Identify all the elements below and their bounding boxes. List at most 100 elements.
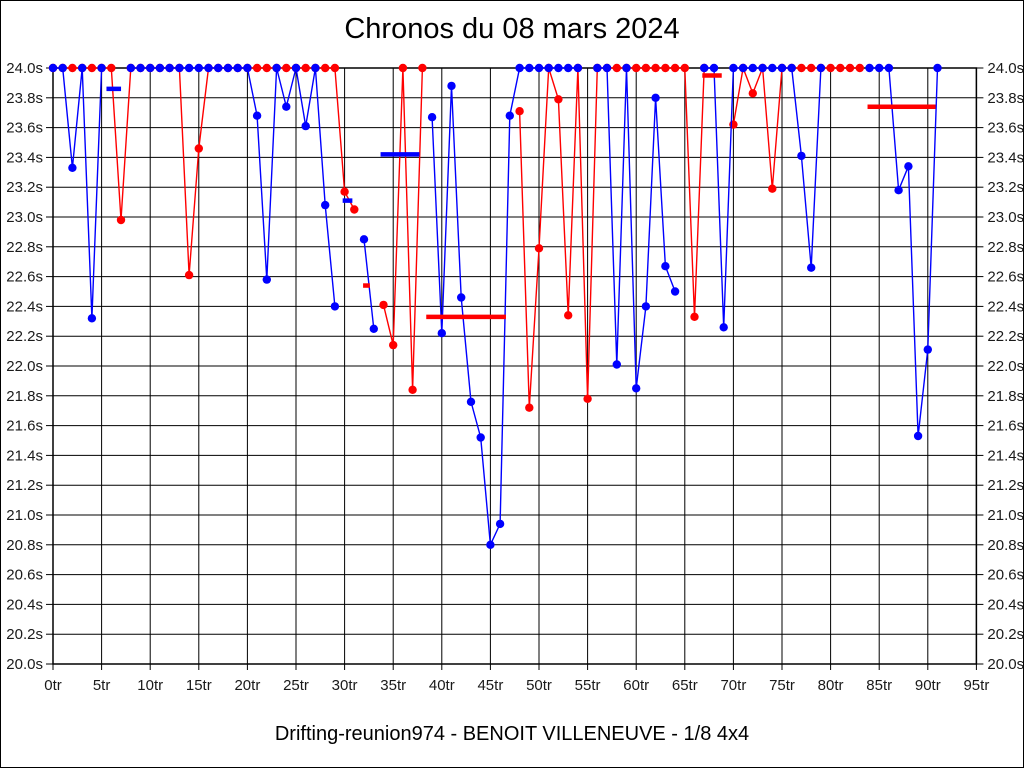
data-point-red [350,205,359,214]
data-point-blue [651,93,660,103]
data-point-blue [709,63,719,73]
data-point-red [797,63,806,73]
data-point-red [826,63,835,73]
data-point-red [87,63,97,73]
data-point-blue [214,63,223,73]
svg-text:23.6s: 23.6s [987,120,1024,137]
data-point-blue [87,314,97,323]
data-point-red [330,63,340,73]
data-point-blue [457,293,466,302]
svg-text:70tr: 70tr [720,677,746,694]
svg-text:5tr: 5tr [93,677,111,694]
svg-text:22.0s: 22.0s [6,358,43,375]
svg-text:30tr: 30tr [332,677,358,694]
data-point-blue [476,433,485,442]
data-point-blue [564,63,573,73]
data-point-red [632,63,641,73]
svg-text:95tr: 95tr [963,677,989,694]
data-point-blue [544,63,553,73]
data-point-blue [933,63,942,73]
svg-text:21.4s: 21.4s [987,447,1024,464]
series-blue [48,63,942,549]
svg-text:21.0s: 21.0s [6,507,43,524]
svg-text:20.2s: 20.2s [6,626,43,643]
data-point-blue [68,163,77,172]
data-point-blue [632,384,641,393]
svg-text:22.8s: 22.8s [6,239,43,256]
data-point-red [534,244,544,253]
data-point-red [845,63,855,73]
data-point-blue [427,113,437,122]
chart-footer: Drifting-reunion974 - BENOIT VILLENEUVE … [274,723,750,745]
data-point-blue [369,324,378,333]
data-point-red [836,63,845,73]
data-point-blue [359,235,369,244]
svg-text:90tr: 90tr [915,677,941,694]
svg-text:20.6s: 20.6s [6,567,43,584]
data-point-blue [729,63,738,73]
data-point-red [583,394,592,403]
data-point-red [690,312,699,321]
data-point-red [525,403,534,412]
svg-text:80tr: 80tr [818,677,844,694]
svg-text:23.6s: 23.6s [6,120,43,137]
data-point-red [855,63,864,73]
data-point-blue [787,63,796,73]
data-point-blue [146,63,155,73]
svg-text:21.8s: 21.8s [6,388,43,405]
data-point-red [661,63,670,73]
svg-text:23.8s: 23.8s [6,90,43,107]
data-point-red [321,63,330,73]
data-point-blue [155,63,165,73]
svg-text:21.8s: 21.8s [987,388,1024,405]
data-point-blue [865,63,874,73]
data-point-red [807,63,816,73]
svg-text:20.4s: 20.4s [987,596,1024,613]
data-point-blue [670,287,680,296]
data-point-red [680,63,689,73]
svg-text:35tr: 35tr [380,677,406,694]
data-point-blue [816,63,826,73]
data-point-blue [748,63,757,73]
data-point-blue [321,200,330,210]
svg-text:75tr: 75tr [769,677,795,694]
data-point-red [252,63,262,73]
data-point-blue [175,63,184,73]
data-point-blue [330,302,340,311]
svg-text:23.2s: 23.2s [6,179,43,196]
svg-text:45tr: 45tr [477,677,503,694]
svg-text:21.0s: 21.0s [987,507,1024,524]
svg-text:85tr: 85tr [866,677,892,694]
data-point-blue [777,63,787,73]
svg-text:24.0s: 24.0s [6,60,43,77]
svg-text:22.6s: 22.6s [987,269,1024,286]
data-point-blue [437,329,446,338]
svg-text:21.2s: 21.2s [6,477,43,494]
data-point-blue [875,63,884,73]
svg-text:20.6s: 20.6s [987,567,1024,584]
series-red [48,63,864,412]
svg-text:23.4s: 23.4s [987,149,1024,166]
data-point-blue [486,540,495,549]
data-point-blue [768,63,777,73]
svg-text:65tr: 65tr [672,677,698,694]
data-point-blue [923,345,932,354]
data-point-blue [97,63,106,73]
data-point-blue [904,162,913,171]
data-point-blue [126,63,135,73]
data-point-blue [641,302,651,311]
data-point-blue [252,111,262,120]
data-point-blue [515,63,524,73]
data-point-red [651,63,660,73]
data-point-blue [58,63,67,73]
svg-text:10tr: 10tr [137,677,163,694]
data-point-blue [165,63,174,73]
axis-ticks [46,67,984,670]
data-point-blue [505,111,514,120]
data-point-red [418,63,427,73]
data-point-blue [184,63,194,73]
data-point-blue [573,63,583,73]
svg-text:23.0s: 23.0s [987,209,1024,226]
